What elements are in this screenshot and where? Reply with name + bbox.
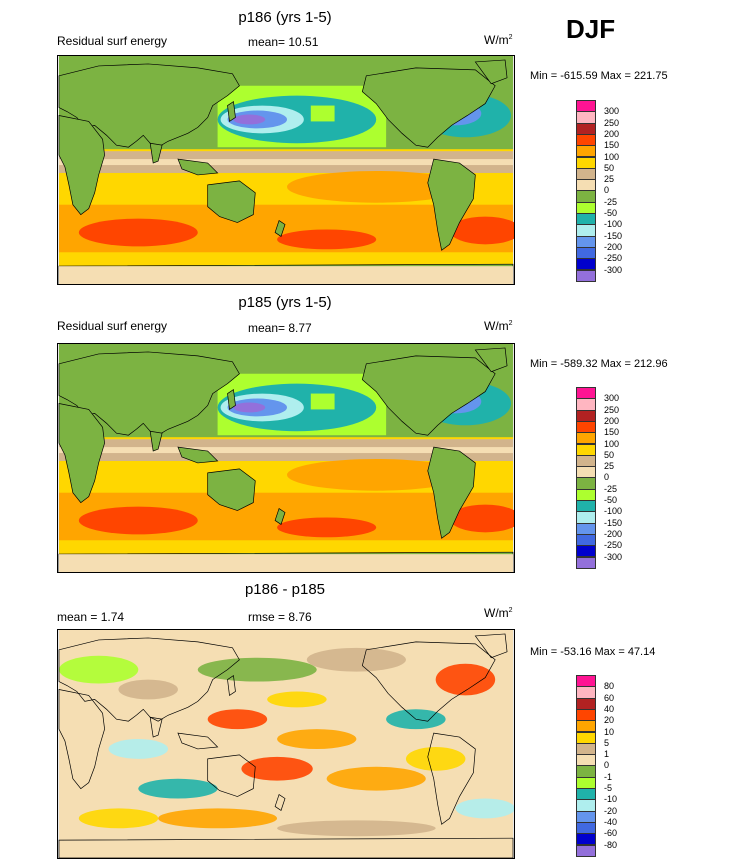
- land-outline: [207, 180, 256, 223]
- season-label: DJF: [566, 14, 616, 44]
- colorbar-label: -80: [604, 839, 618, 850]
- colorbar-label: -250: [604, 540, 623, 551]
- land-outline: [361, 355, 496, 436]
- colorbar-label: -300: [604, 551, 623, 562]
- land-outline: [58, 637, 240, 722]
- colorbar-label: 1: [604, 749, 610, 760]
- colorbar-label: 100: [604, 151, 620, 162]
- colorbar-label: -150: [604, 230, 623, 241]
- colorbar-label: 250: [604, 404, 620, 415]
- land-outline: [427, 446, 476, 539]
- colorbar-label: 200: [604, 415, 620, 426]
- panel-2-mean-label: mean= 8.77: [248, 321, 312, 335]
- land-outline: [427, 158, 476, 251]
- colorbar-label: 25: [604, 174, 615, 185]
- panel-1-title: p186 (yrs 1-5): [238, 9, 332, 26]
- colorbar-label: -5: [604, 783, 613, 793]
- land-outline: [361, 67, 496, 148]
- colorbar-label: -40: [604, 816, 618, 827]
- land-outline: [274, 220, 286, 237]
- land-outline: [177, 732, 219, 750]
- panel-2-minmax: Min = -589.32 Max = 212.96: [530, 358, 668, 370]
- land-outline: [474, 347, 508, 373]
- colorbar-label: 150: [604, 140, 620, 151]
- colorbar-label: 80: [604, 681, 615, 692]
- colorbar-label: 5: [604, 737, 610, 748]
- colorbar-label: 150: [604, 427, 620, 438]
- colorbar-label: 25: [604, 461, 615, 472]
- colorbar-label: -300: [604, 264, 623, 275]
- colorbar-label: 60: [604, 692, 615, 703]
- land-outline: [361, 641, 496, 722]
- colorbar-swatch: [576, 269, 596, 282]
- colorbar-label: -60: [604, 828, 618, 839]
- colorbar-label: -100: [604, 506, 623, 517]
- panel-2-units: W/m2: [484, 319, 513, 333]
- land-outline: [227, 100, 236, 123]
- land-outline: [177, 446, 219, 464]
- colorbar-swatch: [576, 556, 596, 569]
- colorbar-label: -200: [604, 241, 623, 252]
- colorbar-label: 40: [604, 703, 615, 714]
- colorbar-label: -250: [604, 253, 623, 264]
- panel-1-variable-label: Residual surf energy: [57, 34, 168, 48]
- colorbar-label: -1: [604, 771, 613, 782]
- colorbar-label: -25: [604, 196, 618, 207]
- colorbar-label: -200: [604, 528, 623, 539]
- land-outline: [58, 837, 514, 858]
- land-outline: [177, 158, 219, 176]
- land-outline: [149, 142, 163, 164]
- land-outline: [58, 689, 105, 790]
- colorbar-label: 50: [604, 449, 615, 460]
- land-outline: [207, 468, 256, 511]
- panel-2-variable-label: Residual surf energy: [57, 319, 168, 333]
- land-outline: [274, 794, 286, 811]
- panel-2-title: p185 (yrs 1-5): [238, 294, 332, 311]
- colorbar-label: 200: [604, 128, 620, 139]
- colorbar-label: 0: [604, 472, 610, 483]
- colorbar-label: 0: [604, 185, 610, 196]
- land-outline: [474, 59, 508, 85]
- colorbar-swatch: [576, 844, 596, 857]
- land-outline: [149, 430, 163, 452]
- panel-3-map: [57, 629, 515, 859]
- land-outline: [207, 754, 256, 797]
- colorbar-label: 300: [604, 106, 620, 117]
- land-outline: [427, 732, 476, 825]
- panel-3-title: p186 - p185: [244, 581, 326, 598]
- panel-3-units: W/m2: [484, 606, 513, 620]
- colorbar-label: 50: [604, 162, 615, 173]
- colorbar-label: -20: [604, 805, 618, 816]
- panel-1-minmax: Min = -615.59 Max = 221.75: [530, 70, 668, 82]
- land-outline: [227, 674, 236, 697]
- land-outline: [149, 716, 163, 738]
- panel-2-map: [57, 343, 515, 573]
- land-outline: [227, 388, 236, 411]
- colorbar-label: -10: [604, 794, 618, 805]
- panel-1-map: [57, 55, 515, 285]
- colorbar-label: 20: [604, 715, 615, 726]
- colorbar-label: 250: [604, 117, 620, 128]
- panel-3-minmax: Min = -53.16 Max = 47.14: [530, 646, 656, 658]
- land-outline: [58, 403, 105, 504]
- colorbar-label: 300: [604, 393, 620, 404]
- colorbar-label: -25: [604, 483, 618, 494]
- colorbar-label: -150: [604, 517, 623, 528]
- land-outline: [474, 633, 508, 659]
- panel-1-units: W/m2: [484, 33, 513, 47]
- colorbar-label: 0: [604, 760, 610, 771]
- colorbar-label: 100: [604, 438, 620, 449]
- colorbar-label: -50: [604, 208, 618, 218]
- land-outline: [274, 508, 286, 525]
- colorbar-label: -50: [604, 495, 618, 505]
- panel-3-rmse-label: rmse = 8.76: [248, 610, 312, 624]
- colorbar-label: 10: [604, 726, 615, 737]
- colorbar-label: -100: [604, 219, 623, 230]
- panel-3-mean-label: mean = 1.74: [57, 610, 125, 624]
- land-outline: [58, 115, 105, 216]
- panel-1-mean-label: mean= 10.51: [248, 35, 319, 49]
